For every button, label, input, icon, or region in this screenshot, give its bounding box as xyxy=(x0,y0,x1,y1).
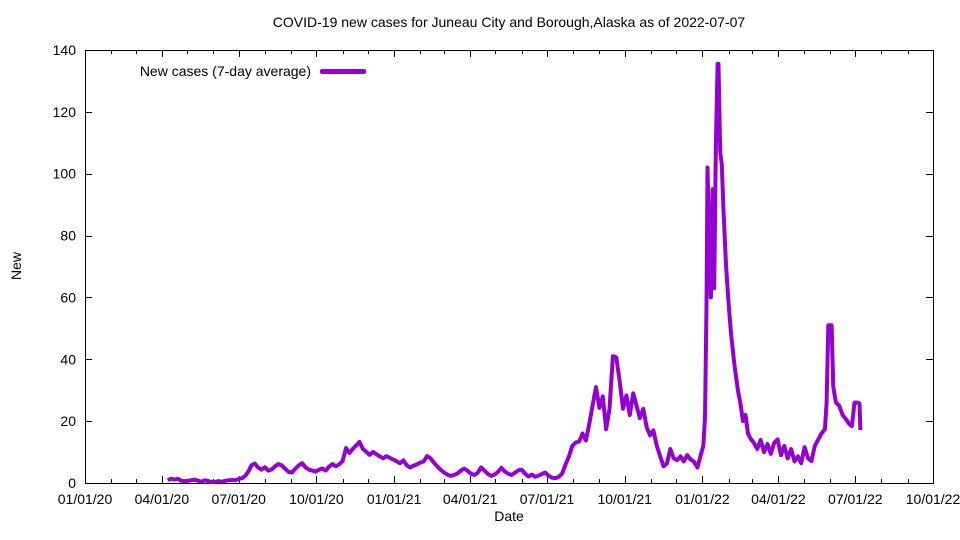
x-tick-label: 01/01/21 xyxy=(367,491,422,507)
y-tick-label: 80 xyxy=(60,228,76,244)
legend-line-sample xyxy=(320,68,366,74)
x-ticks xyxy=(85,50,934,483)
y-tick-label: 60 xyxy=(60,289,76,305)
legend: New cases (7-day average) xyxy=(85,63,366,79)
y-tick-label: 0 xyxy=(68,475,76,491)
x-tick-label: 07/01/21 xyxy=(520,491,575,507)
x-tick-labels: 01/01/20 04/01/20 07/01/20 10/01/20 01/01/21… xyxy=(58,491,960,507)
x-tick-label: 10/01/20 xyxy=(289,491,344,507)
y-axis-title: New xyxy=(8,251,24,281)
y-tick-label: 140 xyxy=(53,42,77,58)
y-tick-labels: 0 20 40 60 80 100 120 140 xyxy=(53,42,77,491)
y-tick-label: 20 xyxy=(60,413,76,429)
x-tick-label: 07/01/20 xyxy=(211,491,266,507)
x-tick-label: 04/01/21 xyxy=(443,491,498,507)
y-tick-label: 120 xyxy=(53,104,77,120)
chart-title: COVID-19 new cases for Juneau City and B… xyxy=(272,14,746,30)
y-tick-label: 100 xyxy=(53,166,77,182)
legend-label: New cases (7-day average) xyxy=(139,63,311,79)
x-tick-label: 01/01/22 xyxy=(675,491,730,507)
y-ticks xyxy=(85,50,933,484)
x-tick-label: 01/01/20 xyxy=(58,491,113,507)
y-tick-label: 40 xyxy=(60,351,76,367)
x-axis-title: Date xyxy=(494,508,524,524)
x-tick-label: 10/01/21 xyxy=(597,491,652,507)
axis-frame xyxy=(85,50,934,484)
x-tick-label: 04/01/22 xyxy=(751,491,806,507)
x-tick-label: 10/01/22 xyxy=(906,491,960,507)
x-tick-label: 04/01/20 xyxy=(135,491,190,507)
series-line xyxy=(166,61,863,485)
x-tick-label: 07/01/22 xyxy=(828,491,883,507)
